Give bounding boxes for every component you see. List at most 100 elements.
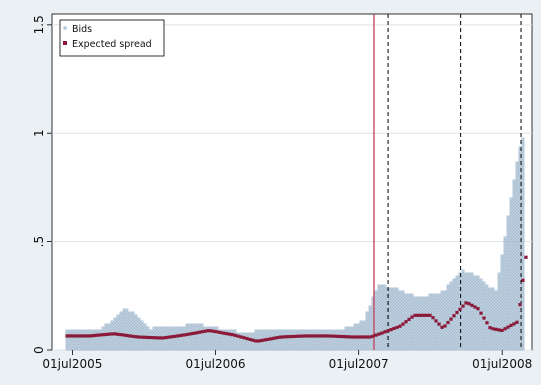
bid-marker <box>401 308 405 312</box>
bid-marker <box>137 344 141 348</box>
bid-marker <box>503 344 507 348</box>
bid-marker <box>476 323 480 327</box>
bid-marker <box>203 326 207 330</box>
bid-marker <box>512 206 516 210</box>
bid-marker <box>356 329 360 333</box>
bid-marker <box>506 341 510 345</box>
bid-marker <box>521 254 525 258</box>
bid-marker <box>164 344 168 348</box>
bid-marker <box>521 239 525 243</box>
bid-marker <box>116 341 120 345</box>
expected-spread-series <box>65 255 528 343</box>
bid-marker <box>89 341 93 345</box>
legend-marker-bids <box>63 26 67 30</box>
bid-marker <box>461 290 465 294</box>
bid-marker <box>122 323 126 327</box>
bid-marker <box>272 344 276 348</box>
bid-marker <box>485 296 489 300</box>
bid-marker <box>461 284 465 288</box>
bid-marker <box>218 344 222 348</box>
bid-marker <box>494 308 498 312</box>
bid-marker <box>137 320 141 324</box>
bid-marker <box>443 332 447 336</box>
bid-marker <box>401 314 405 318</box>
bid-marker <box>206 344 210 348</box>
expected-spread-marker <box>185 332 189 337</box>
bid-marker <box>461 341 465 345</box>
bid-marker <box>446 308 450 312</box>
bid-marker <box>452 296 456 300</box>
bid-marker <box>392 305 396 309</box>
bid-marker <box>98 344 102 348</box>
bid-marker <box>476 299 480 303</box>
bid-marker <box>512 188 516 192</box>
bid-marker <box>521 311 525 315</box>
expected-spread-marker <box>239 335 243 339</box>
bid-marker <box>512 182 516 186</box>
bid-marker <box>443 293 447 297</box>
bid-marker <box>506 284 510 288</box>
bid-marker <box>473 278 477 282</box>
bid-marker <box>482 308 486 312</box>
bid-marker <box>452 347 456 351</box>
bid-marker <box>440 302 444 306</box>
y-tick-label: 0 <box>32 346 46 354</box>
bid-marker <box>95 329 99 333</box>
bid-marker <box>512 212 516 216</box>
bid-marker <box>515 215 519 219</box>
bid-marker <box>464 308 468 312</box>
expected-spread-marker <box>473 305 477 309</box>
bid-marker <box>374 338 378 342</box>
bid-marker <box>311 338 315 342</box>
bid-marker <box>311 347 315 351</box>
bid-marker <box>374 317 378 321</box>
bid-marker <box>173 326 177 330</box>
bid-marker <box>437 311 441 315</box>
bid-marker <box>476 281 480 285</box>
bid-marker <box>512 302 516 306</box>
expected-spread-marker <box>215 330 219 334</box>
expected-spread-marker <box>206 329 210 333</box>
bid-marker <box>404 335 408 339</box>
bid-marker <box>431 320 435 324</box>
bid-marker <box>401 302 405 306</box>
bid-marker <box>332 344 336 348</box>
bid-marker <box>449 332 453 336</box>
bid-marker <box>512 335 516 339</box>
bid-marker <box>413 326 417 330</box>
bid-marker <box>506 251 510 255</box>
expected-spread-marker <box>230 333 234 337</box>
bid-marker <box>509 236 513 240</box>
bid-marker <box>515 275 519 279</box>
bid-marker <box>509 347 513 351</box>
bid-marker <box>512 257 516 261</box>
bid-marker <box>479 323 483 327</box>
bid-marker <box>131 338 135 342</box>
bid-marker <box>113 344 117 348</box>
bid-marker <box>107 338 111 342</box>
bid-marker <box>518 221 522 225</box>
bid-marker <box>380 317 384 321</box>
bid-marker <box>116 329 120 333</box>
bid-marker <box>218 335 222 339</box>
bid-marker <box>431 335 435 339</box>
bid-marker <box>455 293 459 297</box>
bid-marker <box>467 290 471 294</box>
bid-marker <box>464 314 468 318</box>
bid-marker <box>131 344 135 348</box>
expected-spread-marker <box>356 335 360 339</box>
bid-marker <box>431 323 435 327</box>
bid-marker <box>368 317 372 321</box>
expected-spread-marker <box>272 336 276 340</box>
bid-marker <box>515 233 519 237</box>
bid-marker <box>443 341 447 345</box>
bid-marker <box>272 347 276 351</box>
bid-marker <box>407 326 411 330</box>
bid-marker <box>464 335 468 339</box>
bid-marker <box>446 335 450 339</box>
bid-marker <box>71 329 75 333</box>
bid-marker <box>506 344 510 348</box>
bid-marker <box>281 338 285 342</box>
bid-marker <box>401 296 405 300</box>
bid-marker <box>452 305 456 309</box>
